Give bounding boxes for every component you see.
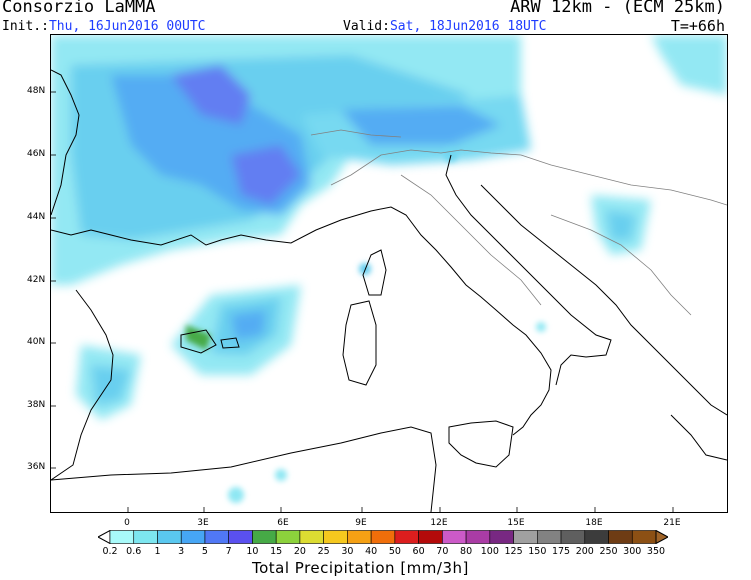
init-time: Init.:Thu, 16Jun2016 00UTC (2, 19, 206, 34)
colorbar-arrow-high (655, 530, 668, 544)
colorbar-label: 1 (154, 546, 161, 557)
colorbar-cell (299, 530, 324, 544)
lon-label-18e: 18E (585, 518, 603, 528)
colorbar-cell (418, 530, 443, 544)
lat-label-36n: 36N (27, 462, 46, 472)
precipitation-field (51, 35, 727, 503)
valid-time: Valid:Sat, 18Jun2016 18UTC (343, 19, 547, 34)
colorbar-cell (133, 530, 158, 544)
colorbar-label: 0.6 (126, 546, 142, 557)
colorbar-cell (180, 530, 206, 544)
coastlines (51, 69, 727, 512)
valid-value: Sat, 18Jun2016 18UTC (389, 19, 547, 34)
colorbar-label: 15 (270, 546, 283, 557)
lat-label-42n: 42N (27, 275, 46, 285)
lat-label-44n: 44N (27, 212, 46, 222)
colorbar-cell (157, 530, 182, 544)
init-label: Init.: (2, 19, 49, 34)
lon-label-0: 0 (124, 518, 130, 528)
title-left: Consorzio LaMMA (2, 0, 156, 17)
lat-label-38n: 38N (27, 400, 46, 410)
colorbar-cell (204, 530, 229, 544)
lat-label-46n: 46N (27, 149, 46, 159)
colorbar-label: 70 (436, 546, 449, 557)
colorbar-cell (370, 530, 396, 544)
colorbar-label: 50 (388, 546, 401, 557)
colorbar-cell (252, 530, 277, 544)
colorbar-cell (584, 530, 609, 544)
colorbar-cell (489, 530, 514, 544)
colorbar-cell (631, 530, 657, 544)
colorbar-cell (323, 530, 348, 544)
colorbar-label: 5 (201, 546, 208, 557)
lon-label-12e: 12E (430, 518, 448, 528)
colorbar-label: 200 (575, 546, 594, 557)
colorbar-cell (537, 530, 562, 544)
colorbar-label: 20 (293, 546, 306, 557)
lon-label-6e: 6E (277, 518, 289, 528)
colorbar-label: 3 (178, 546, 185, 557)
colorbar-label: 60 (412, 546, 425, 557)
lon-label-15e: 15E (507, 518, 525, 528)
lon-label-9e: 9E (355, 518, 367, 528)
country-borders (310, 129, 727, 316)
lon-label-3e: 3E (197, 518, 209, 528)
colorbar-cell (442, 530, 467, 544)
colorbar-label: 100 (480, 546, 499, 557)
colorbar-cell (560, 530, 586, 544)
colorbar-cell (513, 530, 538, 544)
colorbar-label: 7 (225, 546, 232, 557)
colorbar-label: 175 (551, 546, 571, 557)
colorbar-cell (347, 530, 372, 544)
precipitation-map (50, 34, 728, 513)
colorbar-cell (275, 530, 301, 544)
colorbar-cell (228, 530, 253, 544)
colorbar-cell (109, 530, 135, 544)
colorbar-label: 30 (341, 546, 354, 557)
colorbar-cell (608, 530, 633, 544)
graticule (51, 91, 674, 512)
forecast-step: T=+66h (670, 17, 725, 35)
colorbar (98, 530, 668, 544)
lat-label-48n: 48N (27, 86, 46, 96)
colorbar-label: 80 (460, 546, 473, 557)
colorbar-label: 25 (317, 546, 330, 557)
colorbar-label: 350 (646, 546, 666, 557)
colorbar-label: 125 (504, 546, 523, 557)
colorbar-cell (465, 530, 491, 544)
colorbar-label: 300 (623, 546, 642, 557)
colorbar-label: 150 (528, 546, 547, 557)
title-right: ARW 12km - (ECM 25km) (510, 0, 725, 17)
valid-label: Valid: (343, 19, 390, 34)
colorbar-cell (394, 530, 419, 544)
lat-label-40n: 40N (27, 337, 46, 347)
colorbar-label: 10 (246, 546, 259, 557)
colorbar-label: 250 (599, 546, 618, 557)
colorbar-label: 0.2 (102, 546, 118, 557)
colorbar-title: Total Precipitation [mm/3h] (252, 559, 469, 577)
lon-label-21e: 21E (663, 518, 681, 528)
colorbar-arrow-low (98, 530, 111, 544)
init-value: Thu, 16Jun2016 00UTC (48, 19, 206, 34)
colorbar-label: 40 (365, 546, 378, 557)
